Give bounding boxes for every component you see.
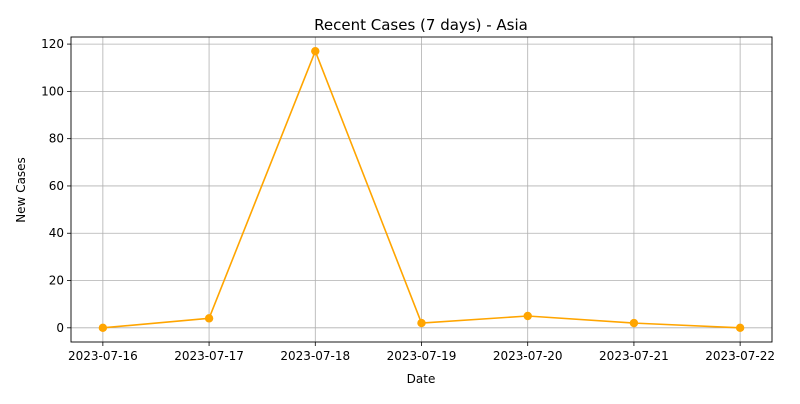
x-tick-label: 2023-07-22	[705, 349, 775, 363]
axes-frame	[70, 36, 773, 343]
x-tick-label: 2023-07-18	[280, 349, 350, 363]
y-tick-label: 80	[49, 132, 64, 146]
data-point	[204, 314, 214, 323]
y-tick-label: 40	[49, 226, 64, 240]
y-tick-label: 20	[49, 274, 64, 288]
x-tick-label: 2023-07-16	[68, 349, 138, 363]
x-tick-label: 2023-07-21	[599, 349, 669, 363]
plot-area: 0 20 40 60 80 100 120 2023-07-16 2023-07-17 2023-…	[41, 36, 775, 363]
y-tick-label: 60	[49, 179, 64, 193]
data-point	[311, 46, 320, 56]
y-axis-label: New Cases	[14, 157, 28, 223]
chart-title: Recent Cases (7 days) - Asia	[314, 16, 528, 34]
data-point	[735, 323, 745, 333]
x-tick-label: 2023-07-19	[387, 349, 457, 363]
data-point	[523, 311, 532, 321]
y-tick-label: 100	[41, 84, 64, 98]
x-tick-label: 2023-07-20	[493, 349, 563, 363]
y-tick-label: 0	[56, 321, 64, 335]
y-tick-label: 120	[41, 37, 64, 51]
x-tick-label: 2023-07-17	[174, 349, 244, 363]
data-point	[98, 323, 108, 333]
data-point	[417, 318, 426, 328]
x-axis-label: Date	[407, 372, 436, 386]
data-point	[629, 318, 639, 328]
